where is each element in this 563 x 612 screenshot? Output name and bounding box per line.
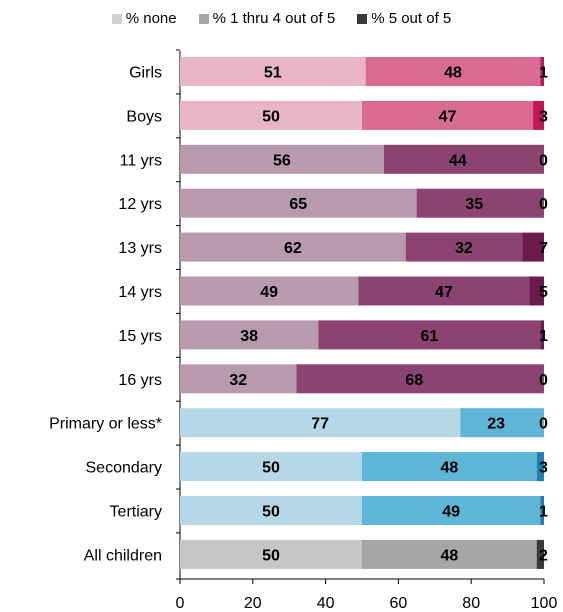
legend-swatch-some (198, 13, 209, 24)
category-label: Primary or less* (49, 416, 162, 433)
bar-segment (180, 188, 417, 218)
data-label: 44 (449, 152, 467, 169)
data-label: 49 (260, 284, 278, 301)
bar-segment (180, 496, 362, 525)
data-label: 35 (465, 196, 483, 213)
data-label: 49 (442, 504, 460, 521)
x-tick-label: 20 (244, 595, 262, 612)
data-label: 47 (439, 108, 457, 125)
x-tick-label: 100 (531, 595, 558, 612)
category-label: All children (84, 547, 162, 564)
bar-segment (405, 232, 523, 262)
category-label: Boys (126, 108, 162, 125)
data-label: 32 (455, 240, 473, 257)
bar-segment (358, 276, 530, 306)
bar-segment (529, 276, 544, 306)
data-label: 77 (311, 416, 329, 433)
category-label: Secondary (86, 460, 163, 477)
bar-segment (318, 320, 541, 350)
bar-segment (362, 496, 541, 525)
bar-segment (540, 320, 544, 350)
category-label: Tertiary (110, 504, 162, 521)
category-label: Girls (129, 65, 162, 82)
category-label: 14 yrs (118, 284, 162, 301)
bar-segment (533, 100, 544, 130)
data-label: 1 (539, 504, 548, 521)
data-label: 56 (273, 152, 291, 169)
category-label: 12 yrs (118, 196, 162, 213)
data-label: 48 (440, 547, 458, 564)
bar-segment (383, 144, 544, 174)
bar-segment (460, 408, 544, 438)
data-label: 3 (539, 108, 548, 125)
data-label: 0 (539, 372, 548, 389)
legend-label-none: % none (125, 10, 177, 27)
data-label: 48 (444, 65, 462, 82)
legend-item-some: % 1 thru 4 out of 5 (198, 10, 336, 27)
legend: % none % 1 thru 4 out of 5 % 5 out of 5 (0, 10, 563, 27)
data-label: 1 (539, 328, 548, 345)
x-tick-label: 40 (317, 595, 335, 612)
data-label: 61 (420, 328, 438, 345)
data-label: 47 (435, 284, 453, 301)
category-label: 11 yrs (120, 152, 162, 169)
data-label: 62 (284, 240, 302, 257)
bar-segment (180, 320, 319, 350)
bar-segment (180, 276, 359, 306)
data-label: 23 (487, 416, 505, 433)
data-label: 50 (262, 504, 280, 521)
legend-item-none: % none (111, 10, 177, 27)
category-label: 16 yrs (118, 372, 162, 389)
data-label: 68 (405, 372, 423, 389)
data-label: 0 (539, 152, 548, 169)
data-label: 50 (262, 460, 280, 477)
bar-segment (362, 100, 534, 130)
data-label: 2 (539, 547, 548, 564)
bar-segment (296, 364, 544, 394)
bar-segment (180, 100, 362, 130)
bar-segment (536, 539, 544, 569)
bar-segment (540, 57, 544, 86)
data-label: 3 (539, 460, 548, 477)
data-label: 5 (539, 284, 548, 301)
data-label: 65 (289, 196, 307, 213)
data-label: 0 (539, 196, 548, 213)
legend-label-some: % 1 thru 4 out of 5 (212, 10, 336, 27)
data-label: 51 (264, 65, 282, 82)
data-label: 0 (539, 416, 548, 433)
bar-segment (540, 496, 544, 525)
bar-segment (522, 232, 544, 262)
bar-segment (180, 364, 297, 394)
bar-segment (180, 408, 461, 438)
bar-segment (180, 452, 362, 482)
data-label: 48 (440, 460, 458, 477)
x-tick-label: 0 (176, 595, 185, 612)
data-label: 50 (262, 108, 280, 125)
legend-item-all: % 5 out of 5 (357, 10, 451, 27)
bar-segment (180, 57, 366, 86)
data-label: 1 (539, 65, 548, 82)
x-tick-label: 80 (462, 595, 480, 612)
category-label: 13 yrs (118, 240, 162, 257)
legend-swatch-none (111, 13, 122, 24)
bar-segment (416, 188, 544, 218)
bar-segment (180, 144, 384, 174)
bar-segment (180, 232, 406, 262)
bar-segment (180, 539, 362, 569)
data-label: 32 (229, 372, 247, 389)
data-label: 7 (539, 240, 548, 257)
bar-segment (362, 539, 537, 569)
data-label: 50 (262, 547, 280, 564)
category-label: 15 yrs (118, 328, 162, 345)
legend-label-all: % 5 out of 5 (371, 10, 452, 27)
legend-swatch-all (357, 13, 368, 24)
bar-segment (362, 452, 537, 482)
bar-segment (365, 57, 541, 86)
x-tick-label: 60 (390, 595, 408, 612)
data-label: 38 (240, 328, 258, 345)
bar-segment (536, 452, 544, 482)
